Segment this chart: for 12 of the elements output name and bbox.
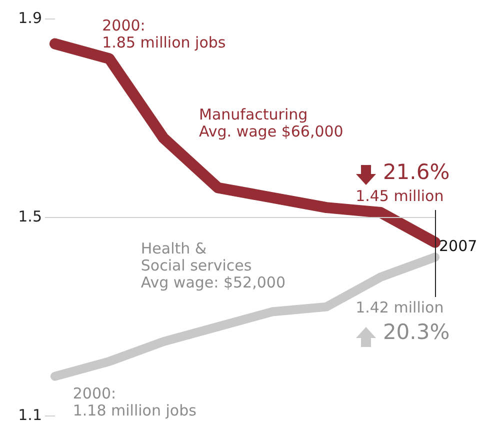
y-tick-label: 1.5: [18, 207, 42, 226]
annotation: Manufacturing Avg. wage $66,000: [199, 106, 344, 141]
annotation: Health & Social services Avg wage: $52,000: [140, 240, 286, 292]
annotation: 21.6%: [382, 160, 450, 184]
annotation: 2000: 1.18 million jobs: [72, 384, 197, 420]
y-tick-label: 1.1: [18, 406, 42, 424]
annotation: 20.3%: [382, 320, 450, 344]
annotation: 1.45 million: [356, 187, 444, 206]
text: 2007: [439, 237, 478, 256]
annotation: 2000: 1.85 million jobs: [102, 16, 226, 52]
annotation: 1.42 million: [356, 298, 444, 317]
y-tick-label: 1.9: [18, 8, 42, 27]
